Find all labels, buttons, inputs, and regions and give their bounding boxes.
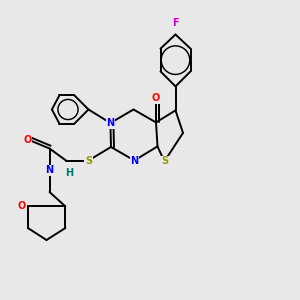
Text: F: F	[172, 18, 179, 28]
Text: F: F	[172, 17, 179, 28]
Text: S: S	[161, 156, 168, 167]
Text: N: N	[130, 155, 139, 166]
Text: H: H	[65, 168, 73, 178]
Text: O: O	[152, 93, 160, 103]
Text: N: N	[45, 165, 54, 176]
Text: O: O	[23, 135, 32, 146]
Text: N: N	[106, 118, 115, 128]
Text: S: S	[85, 155, 92, 166]
Text: O: O	[18, 201, 26, 212]
